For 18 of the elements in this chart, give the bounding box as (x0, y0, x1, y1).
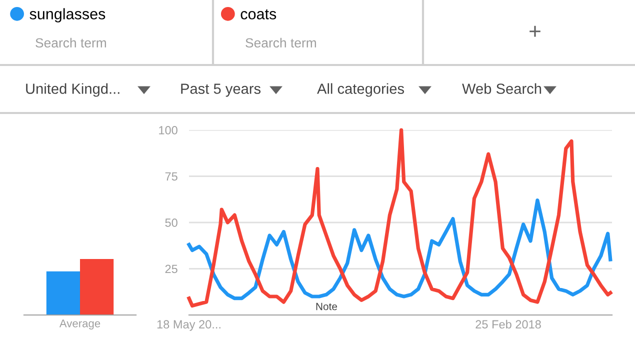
x-tick-label: 18 May 20... (157, 320, 220, 331)
text: Search term (246, 38, 316, 48)
annotation: Note (316, 302, 338, 310)
y-tick-label: 75 (165, 172, 178, 181)
y-tick-label: 50 (165, 218, 178, 227)
x-tick-label: 25 Feb 2018 (476, 320, 541, 329)
x-tick-label: Average (59, 320, 100, 330)
line-series (187, 198, 612, 300)
text: Web Search (462, 83, 542, 94)
text: + (530, 26, 540, 37)
y-tick-label: 25 (165, 264, 178, 274)
legend-label: sunglasses (30, 8, 106, 22)
text: Search term (36, 38, 106, 48)
y-tick-label: 100 (159, 126, 178, 134)
text: All categories (317, 83, 404, 97)
text: United Kingd... (26, 83, 120, 97)
text: Past 5 years (181, 84, 261, 97)
legend-label: coats (240, 9, 276, 20)
